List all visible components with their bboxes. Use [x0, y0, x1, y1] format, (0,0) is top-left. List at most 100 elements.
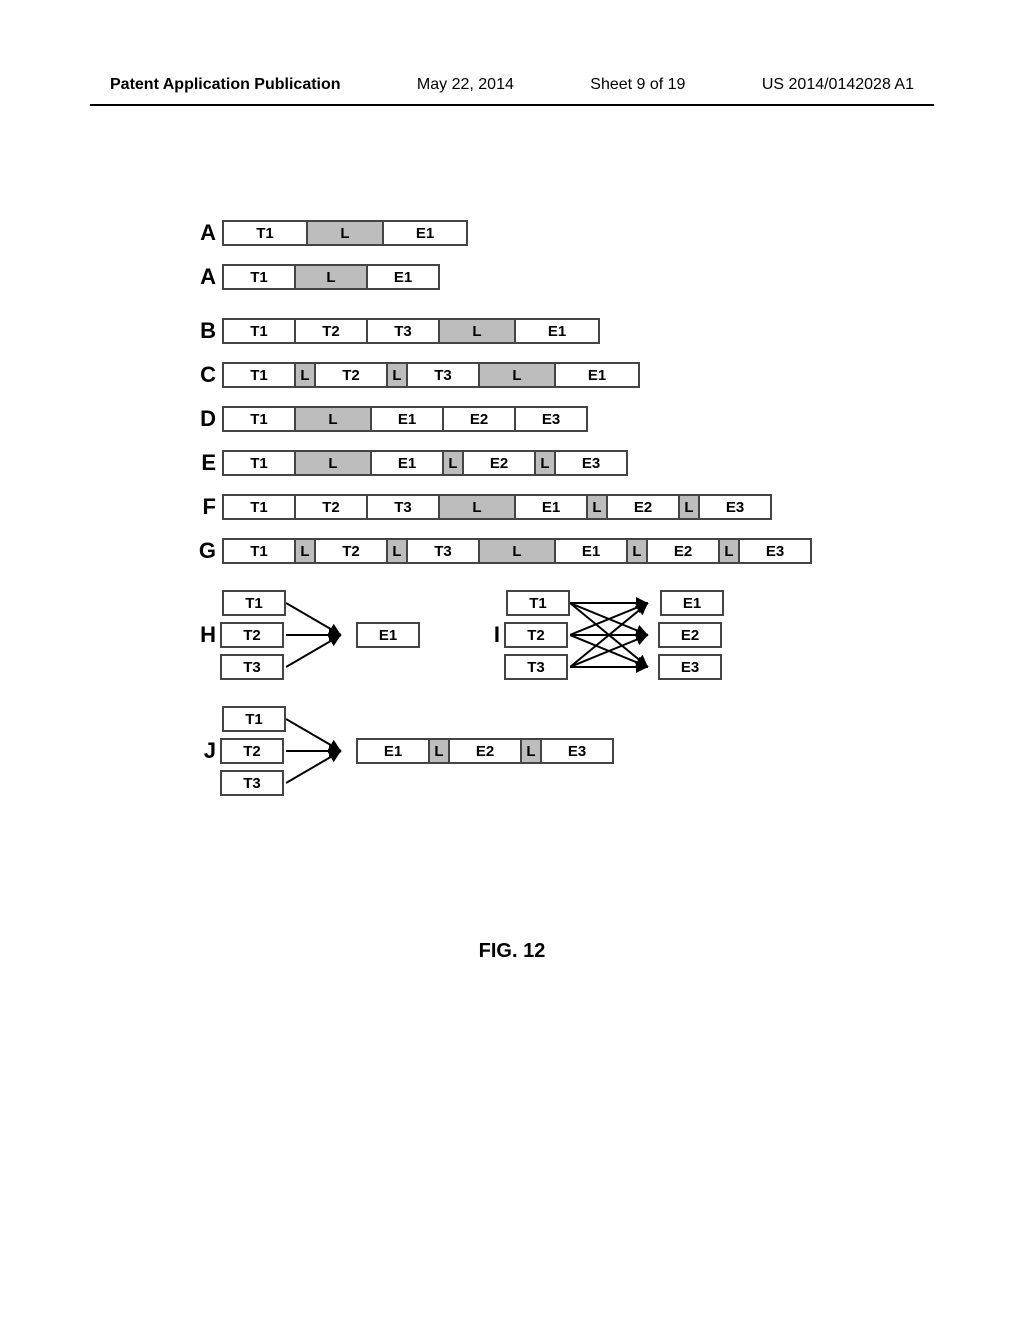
segment-E3: E3 [514, 406, 588, 432]
segment-L: L [718, 538, 740, 564]
segment-L: L [294, 406, 372, 432]
segment-T1: T1 [222, 406, 296, 432]
segment-T2: T2 [294, 494, 368, 520]
segment-T3: T3 [220, 654, 284, 680]
segment-T1: T1 [506, 590, 570, 616]
construct-row-F: F T1 T2 T3 L E1 L E2 L E3 [186, 494, 886, 520]
segment-E1: E1 [366, 264, 440, 290]
segment-T3: T3 [504, 654, 568, 680]
segment-E2: E2 [442, 406, 516, 432]
segment-T3: T3 [220, 770, 284, 796]
arrows-converge-icon [286, 590, 356, 680]
segment-L: L [294, 264, 368, 290]
branch-I-left-stack: T1 T2 T3 [506, 590, 570, 680]
segment-T1: T1 [222, 494, 296, 520]
construct-row-A1: A T1 L E1 [186, 220, 886, 246]
segment-T2: T2 [314, 538, 388, 564]
segment-E3: E3 [698, 494, 772, 520]
segment-T3: T3 [406, 538, 480, 564]
segment-L: L [438, 318, 516, 344]
segment-E1: E1 [370, 406, 444, 432]
arrows-converge-icon [286, 706, 356, 796]
row-label: E [186, 450, 216, 476]
segment-L: L [294, 538, 316, 564]
row-label: G [186, 538, 216, 564]
row-label: B [186, 318, 216, 344]
segment-T1: T1 [222, 590, 286, 616]
page: Patent Application Publication May 22, 2… [0, 0, 1024, 1320]
segment-L: L [478, 538, 556, 564]
segment-T2: T2 [504, 622, 568, 648]
segment-L: L [534, 450, 556, 476]
row-label: H [186, 622, 216, 648]
branch-H-left-stack: T1 T2 T3 [222, 590, 286, 680]
segment-E2: E2 [658, 622, 722, 648]
header-publication: Patent Application Publication [110, 76, 341, 94]
segment-T1: T1 [222, 362, 296, 388]
segment-E1: E1 [356, 738, 430, 764]
segment-T1: T1 [222, 318, 296, 344]
segment-T3: T3 [366, 494, 440, 520]
segment-L: L [438, 494, 516, 520]
row-label: A [186, 220, 216, 246]
row-label: J [186, 738, 216, 764]
header-date: May 22, 2014 [417, 76, 514, 94]
branch-J-chain: E1 L E2 L E3 [356, 738, 614, 764]
segment-L: L [294, 362, 316, 388]
row-label: A [186, 264, 216, 290]
segment-E1: E1 [554, 538, 628, 564]
segment-E3: E3 [658, 654, 722, 680]
segment-T2: T2 [294, 318, 368, 344]
branch-I-right-stack: E1 E2 E3 [660, 590, 724, 680]
row-label: F [186, 494, 216, 520]
segment-T2: T2 [220, 622, 284, 648]
segment-E3: E3 [540, 738, 614, 764]
segment-T3: T3 [406, 362, 480, 388]
segment-E2: E2 [606, 494, 680, 520]
segment-T1: T1 [222, 264, 296, 290]
segment-E2: E2 [462, 450, 536, 476]
segment-T3: T3 [366, 318, 440, 344]
header-rule [90, 104, 934, 106]
header-bar: Patent Application Publication May 22, 2… [0, 76, 1024, 94]
segment-T1: T1 [222, 450, 296, 476]
segment-L: L [386, 538, 408, 564]
segment-E2: E2 [448, 738, 522, 764]
segment-E1: E1 [660, 590, 724, 616]
construct-row-B: B T1 T2 T3 L E1 [186, 318, 886, 344]
construct-row-J: J T1 T2 T3 E1 L E2 L E3 [186, 706, 886, 796]
construct-row-G: G T1 L T2 L T3 L E1 L E2 L E3 [186, 538, 886, 564]
construct-row-C: C T1 L T2 L T3 L E1 [186, 362, 886, 388]
segment-E3: E3 [738, 538, 812, 564]
segment-E1: E1 [370, 450, 444, 476]
segment-E2: E2 [646, 538, 720, 564]
construct-row-HI: H T1 T2 T3 E1 I T1 T2 T3 [186, 590, 886, 680]
arrows-cross-icon [570, 590, 660, 680]
segment-E1: E1 [382, 220, 468, 246]
header-sheet: Sheet 9 of 19 [590, 76, 685, 94]
construct-row-A2: A T1 L E1 [186, 264, 886, 290]
segment-L: L [626, 538, 648, 564]
row-label: I [470, 622, 500, 648]
row-label: D [186, 406, 216, 432]
segment-T2: T2 [314, 362, 388, 388]
segment-E3: E3 [554, 450, 628, 476]
segment-L: L [678, 494, 700, 520]
segment-E1: E1 [514, 494, 588, 520]
construct-row-E: E T1 L E1 L E2 L E3 [186, 450, 886, 476]
segment-L: L [478, 362, 556, 388]
segment-E1: E1 [356, 622, 420, 648]
segment-L: L [586, 494, 608, 520]
segment-T1: T1 [222, 706, 286, 732]
segment-L: L [294, 450, 372, 476]
figure-caption: FIG. 12 [0, 940, 1024, 963]
branch-J-left-stack: T1 T2 T3 [222, 706, 286, 796]
construct-row-D: D T1 L E1 E2 E3 [186, 406, 886, 432]
segment-E1: E1 [514, 318, 600, 344]
segment-T2: T2 [220, 738, 284, 764]
segment-L: L [306, 220, 384, 246]
row-label: C [186, 362, 216, 388]
segment-T1: T1 [222, 538, 296, 564]
segment-L: L [520, 738, 542, 764]
diagram-area: A T1 L E1 A T1 L E1 B T1 T2 T3 L E1 C T1… [186, 220, 886, 814]
